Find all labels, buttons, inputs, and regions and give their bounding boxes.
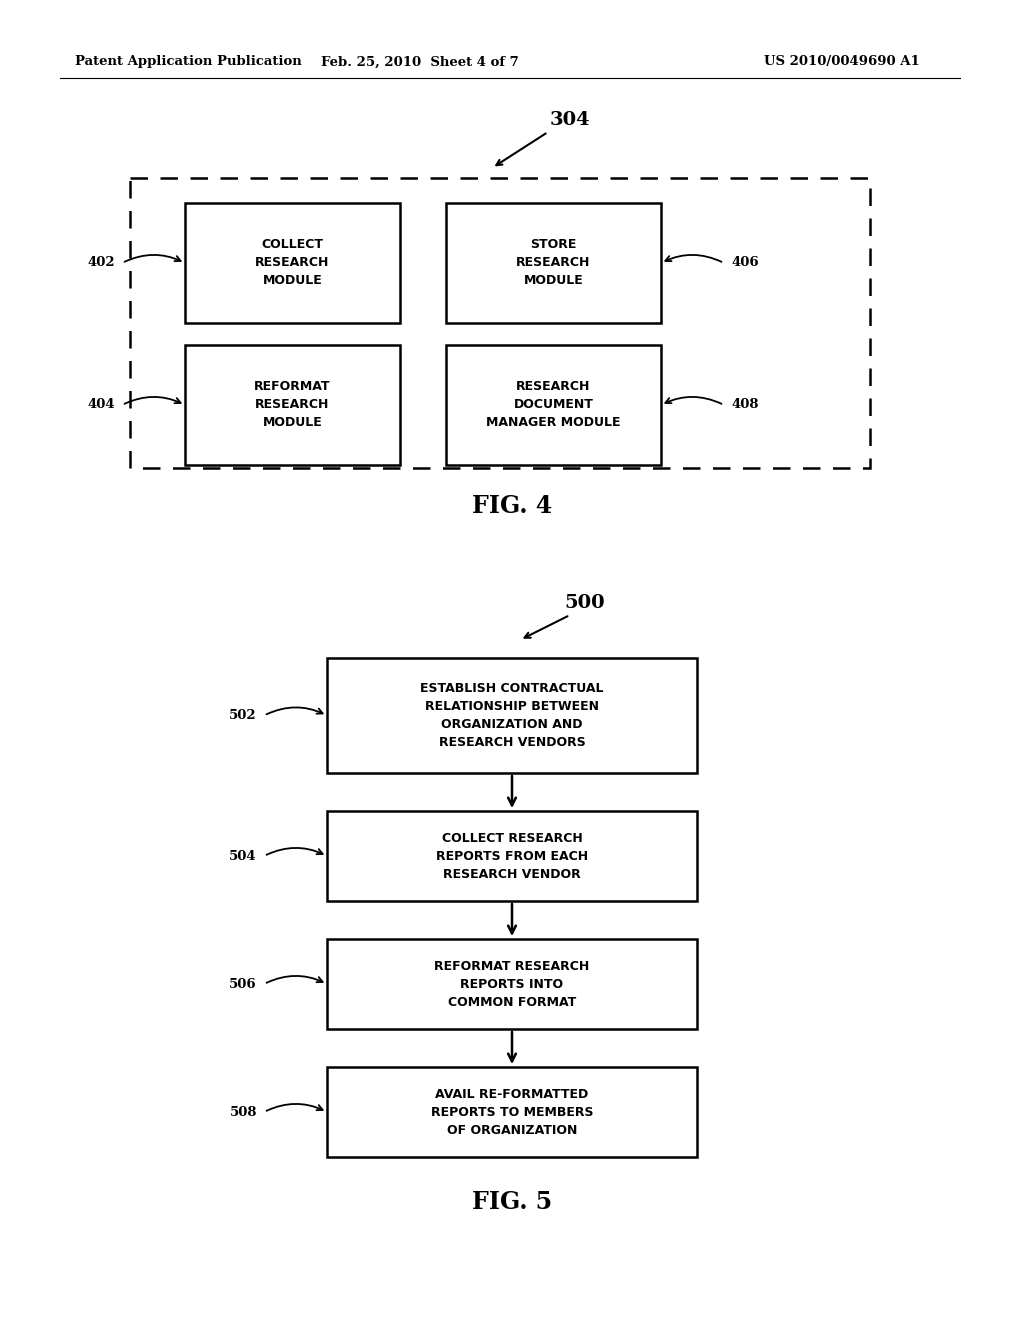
Bar (327, 657, 697, 774)
Text: 504: 504 (229, 850, 257, 862)
Text: REFORMAT
RESEARCH
MODULE: REFORMAT RESEARCH MODULE (254, 380, 331, 429)
Text: 304: 304 (550, 111, 590, 129)
Text: 500: 500 (564, 594, 605, 612)
Text: 404: 404 (87, 399, 115, 412)
Bar (130, 178, 870, 469)
Text: FIG. 4: FIG. 4 (472, 494, 552, 517)
Text: Feb. 25, 2010  Sheet 4 of 7: Feb. 25, 2010 Sheet 4 of 7 (322, 55, 519, 69)
Text: COLLECT
RESEARCH
MODULE: COLLECT RESEARCH MODULE (255, 239, 330, 288)
Text: US 2010/0049690 A1: US 2010/0049690 A1 (764, 55, 920, 69)
Text: AVAIL RE-FORMATTED
REPORTS TO MEMBERS
OF ORGANIZATION: AVAIL RE-FORMATTED REPORTS TO MEMBERS OF… (431, 1088, 593, 1137)
Text: 506: 506 (229, 978, 257, 990)
Text: 508: 508 (229, 1106, 257, 1118)
Bar (327, 1067, 697, 1158)
Text: 402: 402 (87, 256, 115, 269)
Bar (446, 203, 662, 323)
Text: REFORMAT RESEARCH
REPORTS INTO
COMMON FORMAT: REFORMAT RESEARCH REPORTS INTO COMMON FO… (434, 960, 590, 1008)
Text: RESEARCH
DOCUMENT
MANAGER MODULE: RESEARCH DOCUMENT MANAGER MODULE (486, 380, 621, 429)
Text: Patent Application Publication: Patent Application Publication (75, 55, 302, 69)
Text: 408: 408 (731, 399, 759, 412)
Bar (185, 345, 400, 465)
Text: 406: 406 (731, 256, 759, 269)
Bar (446, 345, 662, 465)
Bar (327, 939, 697, 1030)
Bar (185, 203, 400, 323)
Text: FIG. 5: FIG. 5 (472, 1191, 552, 1214)
Text: 502: 502 (229, 709, 257, 722)
Bar (327, 810, 697, 902)
Text: COLLECT RESEARCH
REPORTS FROM EACH
RESEARCH VENDOR: COLLECT RESEARCH REPORTS FROM EACH RESEA… (436, 832, 588, 880)
Text: ESTABLISH CONTRACTUAL
RELATIONSHIP BETWEEN
ORGANIZATION AND
RESEARCH VENDORS: ESTABLISH CONTRACTUAL RELATIONSHIP BETWE… (420, 682, 604, 748)
Text: STORE
RESEARCH
MODULE: STORE RESEARCH MODULE (516, 239, 591, 288)
